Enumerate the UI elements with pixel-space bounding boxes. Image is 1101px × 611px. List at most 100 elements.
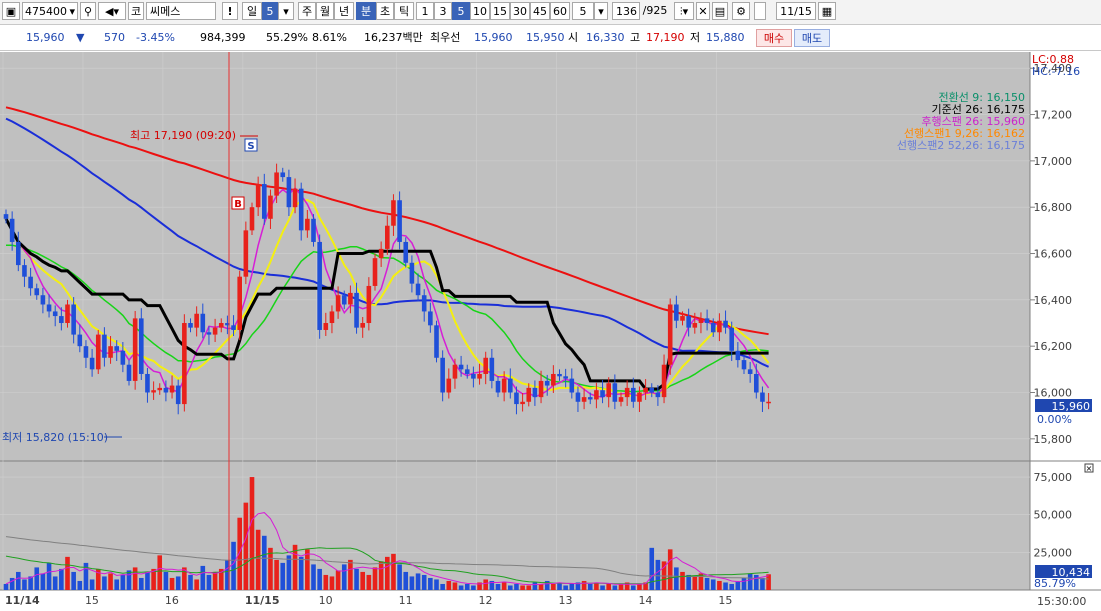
candle-body bbox=[52, 311, 58, 317]
stock-code-input[interactable]: 475400 ▾ bbox=[22, 2, 78, 20]
period-tick-button[interactable]: 틱 bbox=[394, 2, 414, 20]
sell-button[interactable]: 매도 bbox=[794, 29, 830, 47]
lc-label: LC:0.88 bbox=[1032, 53, 1074, 66]
volume-bar bbox=[22, 579, 27, 590]
candle-body bbox=[680, 316, 685, 321]
volume-bar bbox=[464, 583, 470, 590]
period-dropdown-icon[interactable]: ▾ bbox=[278, 2, 294, 20]
candle-body bbox=[557, 373, 562, 377]
volume-bar bbox=[643, 582, 648, 590]
volume-bar bbox=[305, 549, 310, 590]
interval-30-button[interactable]: 30 bbox=[510, 2, 530, 20]
volume-bar bbox=[766, 574, 771, 590]
save-icon[interactable]: ▤ bbox=[712, 2, 728, 20]
interval-1-button[interactable]: 1 bbox=[416, 2, 434, 20]
period-year-button[interactable]: 년 bbox=[334, 2, 354, 20]
ma60-line bbox=[5, 117, 770, 368]
candle-body bbox=[741, 360, 747, 370]
turnover-rate: 8.61% bbox=[312, 31, 347, 44]
market-badge: 코 bbox=[128, 2, 144, 20]
calendar-icon[interactable]: ▦ bbox=[818, 2, 836, 20]
price-tick-label: 17,200 bbox=[1034, 109, 1073, 122]
volume-bar bbox=[391, 553, 396, 590]
interval-custom-field[interactable]: 5 bbox=[572, 2, 594, 20]
candle-body bbox=[717, 320, 722, 333]
buy-button[interactable]: 매수 bbox=[756, 29, 792, 47]
price-tick-label: 16,600 bbox=[1034, 248, 1073, 261]
interval-dropdown-icon[interactable]: ▾ bbox=[594, 2, 608, 20]
cursor-icon[interactable]: ✕ bbox=[696, 2, 710, 20]
volume-bar bbox=[218, 568, 224, 590]
interval-3-button[interactable]: 3 bbox=[434, 2, 452, 20]
volume-bar bbox=[243, 502, 249, 590]
volume-bar bbox=[606, 583, 611, 590]
period-day-num[interactable]: 5 bbox=[262, 2, 278, 20]
sell-marker bbox=[244, 138, 258, 152]
candle-body bbox=[532, 387, 538, 398]
volume-bar bbox=[317, 568, 322, 590]
candle-body bbox=[255, 184, 261, 208]
x-tick-label: 11/15 bbox=[245, 594, 280, 607]
interval-15-button[interactable]: 15 bbox=[490, 2, 510, 20]
period-minute-button[interactable]: 분 bbox=[356, 2, 376, 20]
period-second-button[interactable]: 초 bbox=[376, 2, 394, 20]
interval-45-button[interactable]: 45 bbox=[530, 2, 550, 20]
volume-bar bbox=[409, 576, 415, 590]
volume-bar bbox=[735, 580, 741, 590]
layout-icon[interactable]: ▣ bbox=[2, 2, 20, 20]
volume-bar bbox=[483, 579, 488, 590]
close-panel-icon[interactable] bbox=[1084, 463, 1094, 473]
date-field[interactable]: 11/15 bbox=[776, 2, 816, 20]
trade-amount: 16,237백만 bbox=[364, 31, 423, 44]
candle-body bbox=[34, 288, 40, 296]
candle-body bbox=[710, 323, 716, 333]
candle-body bbox=[83, 346, 89, 358]
volume-bar bbox=[139, 577, 144, 590]
volume-bar bbox=[446, 580, 452, 590]
candle-body bbox=[360, 323, 365, 328]
volume-bar bbox=[95, 568, 101, 590]
candle-type-icon[interactable]: ⫶▾ bbox=[674, 2, 694, 20]
volume-bar bbox=[169, 577, 175, 590]
volume-bar bbox=[495, 583, 501, 590]
low-annotation: 최저 15,820 (15:10) bbox=[2, 431, 108, 444]
volume-bar bbox=[311, 564, 316, 590]
volume-bar bbox=[249, 477, 255, 590]
volume-bar bbox=[508, 585, 513, 590]
candle-body bbox=[16, 241, 21, 266]
interval-60-button[interactable]: 60 bbox=[550, 2, 570, 20]
volume-bar bbox=[237, 517, 242, 590]
current-pct-label: 0.00% bbox=[1037, 413, 1072, 426]
interval-5-button[interactable]: 5 bbox=[452, 2, 470, 20]
search-icon[interactable]: ⚲ bbox=[80, 2, 96, 20]
period-week-button[interactable]: 주 bbox=[298, 2, 316, 20]
candle-body bbox=[674, 304, 679, 321]
sound-icon[interactable]: ◀▾ bbox=[98, 2, 126, 20]
stock-name-field[interactable]: 씨메스 bbox=[146, 2, 216, 20]
volume-bar bbox=[692, 576, 698, 590]
date-checkbox[interactable] bbox=[754, 2, 766, 20]
volume-bar bbox=[132, 567, 138, 590]
warning-button[interactable]: ! bbox=[222, 2, 238, 20]
candle-body bbox=[298, 188, 304, 231]
candle-body bbox=[120, 350, 126, 365]
volume-bar bbox=[280, 562, 286, 590]
candle-body bbox=[348, 292, 353, 305]
volume-bar bbox=[686, 574, 691, 590]
candle-body bbox=[754, 373, 759, 393]
period-month-button[interactable]: 월 bbox=[316, 2, 334, 20]
interval-10-button[interactable]: 10 bbox=[470, 2, 490, 20]
candle-body bbox=[225, 323, 230, 326]
candle-body bbox=[139, 318, 144, 374]
bar-count-field[interactable]: 136 bbox=[612, 2, 640, 20]
change-amount: 570 bbox=[104, 31, 125, 44]
candle-body bbox=[323, 323, 329, 330]
gear-icon[interactable]: ⚙ bbox=[732, 2, 750, 20]
candle-body bbox=[563, 376, 568, 379]
x-tick-label: 11 bbox=[399, 594, 413, 607]
candle-body bbox=[95, 334, 101, 370]
low-label: 저 bbox=[690, 31, 701, 44]
volume-bar bbox=[421, 574, 427, 590]
period-day-button[interactable]: 일 bbox=[242, 2, 262, 20]
price-chart[interactable]: 17,400 17,200 17,000 16,800 16,600 16,400 16,2… bbox=[0, 52, 1101, 611]
